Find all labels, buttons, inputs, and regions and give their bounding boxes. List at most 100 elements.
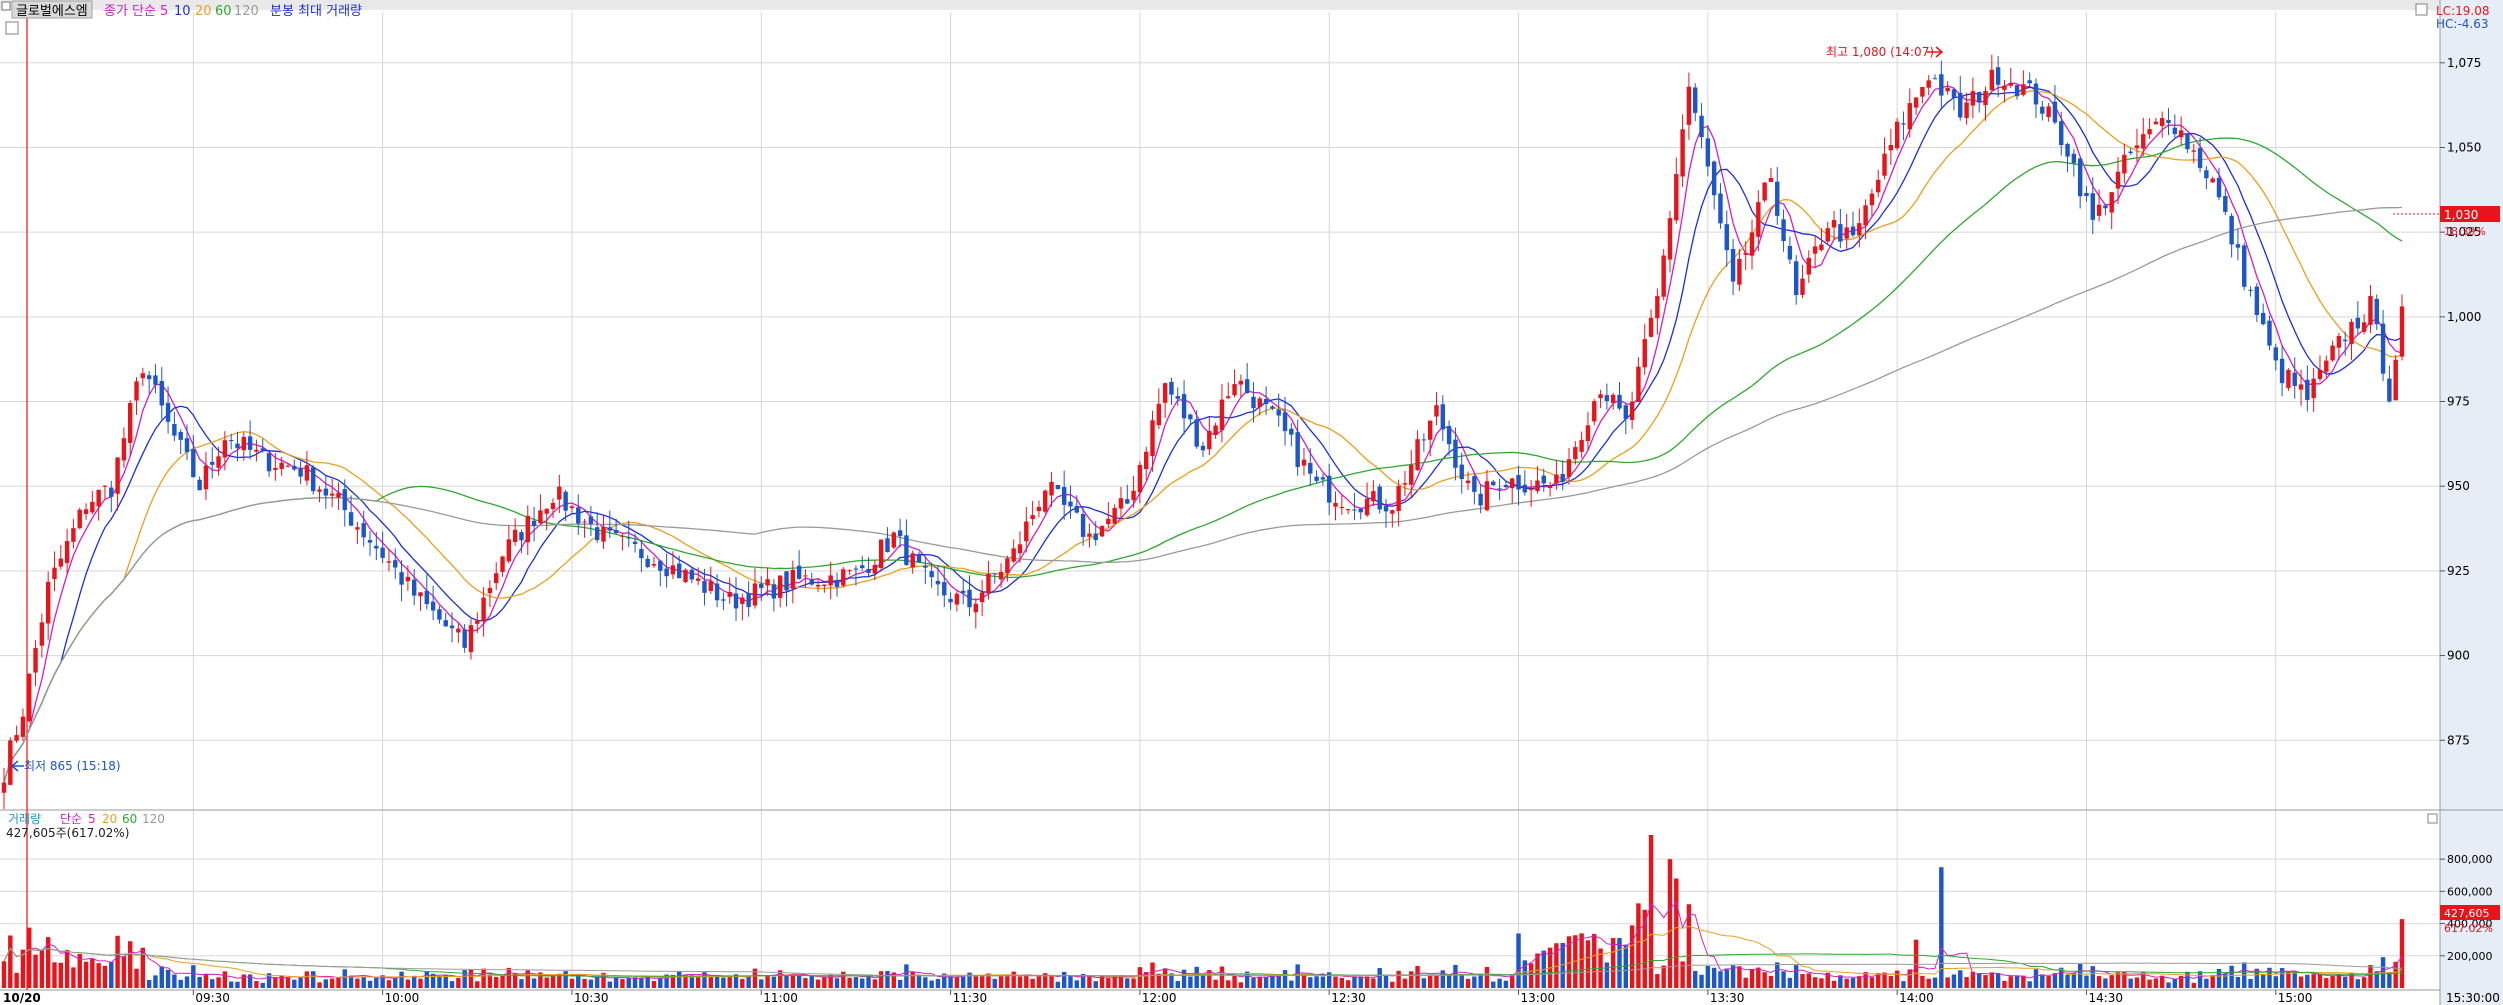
volume-bar [2279,968,2285,988]
volume-bar [986,973,991,988]
volume-bar [380,975,385,988]
candle-body [393,560,398,568]
volume-bar [1787,977,1793,988]
volume-bar [2008,976,2013,988]
candle-body [1629,401,1635,420]
max-volume-legend: 분봉 최대 거래량 [270,4,362,19]
volume-bar [2267,967,2272,988]
candle-body [1263,398,1269,405]
candle-body [2311,378,2316,399]
candle-body [128,403,133,443]
volume-bar [2002,980,2007,988]
volume-bar [1667,859,1673,988]
volume-bar [519,979,524,988]
current-volume-pct: 617.02% [2444,922,2493,935]
volume-bar [1743,977,1748,988]
volume-bar [273,977,278,988]
candle-body [2084,192,2089,196]
volume-bar [1560,943,1565,988]
volume-bar [1869,977,1875,988]
volume-bar [2324,978,2329,988]
candle-body [1876,179,1881,193]
candle-body [822,584,827,587]
volume-bar [2021,975,2026,988]
candle-body [1181,394,1187,419]
candle-body [2254,286,2260,315]
candle-body [740,597,745,604]
stock-name-box[interactable] [11,0,93,19]
volume-bar [1226,980,1231,988]
candle-body [1440,404,1446,430]
candle-body [146,375,152,380]
volume-bar [1819,978,1824,988]
candle-body [449,625,455,629]
volume-bar [740,978,745,988]
chart-menu-box[interactable] [1,1,11,11]
volume-bar [2229,965,2234,988]
candle-body [140,373,146,379]
volume-bar [443,975,448,988]
candle-body [2109,192,2114,213]
collapse-box[interactable] [5,21,19,35]
volume-bar [2122,971,2127,988]
candle-body [506,539,512,562]
candle-body [2147,129,2152,135]
candle-body [1850,226,1856,236]
candle-body [2279,358,2285,384]
volume-tick-label: 200,000 [2447,950,2493,963]
candle-body [2134,145,2140,149]
candle-body [1383,506,1389,512]
volume-bar [102,965,108,988]
volume-bar [1730,965,1736,988]
candle-body [1983,91,1988,106]
volume-bar [2273,976,2278,988]
volume-bar [367,980,373,988]
volume-legend-type: 단순 [60,812,82,826]
candle-body [2096,204,2102,216]
time-tick-label: 11:00 [763,991,798,1005]
volume-bar [184,976,190,988]
volume-bar [1920,975,1925,988]
volume-panel-box[interactable] [2427,813,2438,824]
volume-bar [430,973,436,988]
volume-bar [2197,971,2203,988]
volume-bar [2235,976,2241,988]
volume-bar [531,978,537,988]
volume-bar [2349,973,2354,988]
volume-bar [228,981,234,988]
price-legend-ma20: 20 [195,4,212,19]
volume-bar [386,980,392,988]
candle-body [2361,322,2367,332]
candle-body [2324,360,2329,372]
candle-body [45,581,51,624]
volume-bar [1181,969,1187,988]
candle-body [216,456,221,468]
candle-body [1888,145,1894,151]
candle-body [367,539,373,543]
candle-body [77,509,82,529]
volume-bar [323,979,329,988]
candle-body [374,545,379,549]
volume-bar [90,958,95,988]
candle-body [1838,224,1843,242]
candle-body [841,569,846,586]
candle-body [1762,182,1767,201]
current-volume-label: 427,605 [2444,907,2490,920]
volume-bar [2342,976,2348,988]
volume-bar [1068,975,1073,988]
volume-bar [1711,967,1717,988]
candle-body [1106,518,1111,525]
volume-bar [1036,975,1042,988]
candle-body [1465,480,1471,484]
volume-bar [2185,971,2190,988]
candle-body [102,485,108,487]
candle-body [1718,193,1723,224]
scroll-top-box[interactable] [2415,3,2428,16]
volume-bar [1655,974,1660,988]
volume-bar [1371,978,1376,988]
volume-bar [1093,981,1098,988]
ma20-line [3,90,2403,783]
candle-body [27,673,32,722]
volume-bar [329,978,335,988]
